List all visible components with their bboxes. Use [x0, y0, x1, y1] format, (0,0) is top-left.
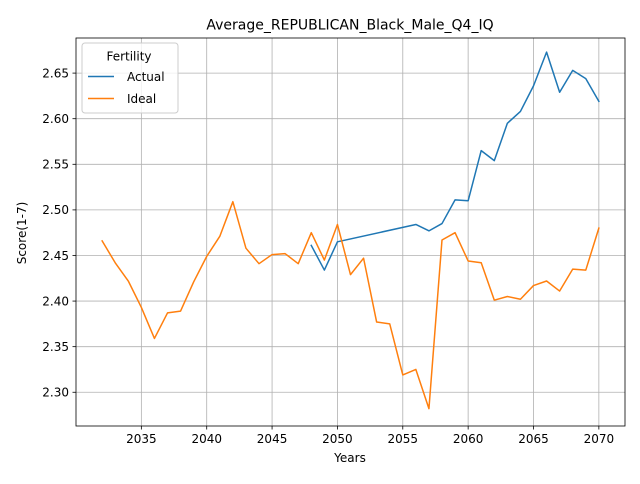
- y-tick-label: 2.50: [42, 203, 69, 217]
- chart-title: Average_REPUBLICAN_Black_Male_Q4_IQ: [206, 18, 493, 34]
- series-line-actual: [310, 51, 600, 271]
- legend-title: Fertility: [106, 50, 151, 64]
- x-tick-label: 2070: [584, 432, 615, 446]
- y-tick-label: 2.65: [42, 66, 69, 80]
- legend: Fertility Actual Ideal: [81, 42, 179, 114]
- y-tick-label: 2.30: [42, 386, 69, 400]
- y-tick-label: 2.35: [42, 340, 69, 354]
- legend-label-actual: Actual: [127, 70, 165, 84]
- y-axis-label: Score(1-7): [15, 202, 29, 265]
- y-axis-ticks: 2.30 2.35 2.40 2.45 2.50 2.55 2.60 2.65: [42, 66, 76, 400]
- x-axis-label: Years: [333, 451, 366, 465]
- x-tick-label: 2040: [191, 432, 222, 446]
- grid: [76, 38, 625, 426]
- x-tick-label: 2060: [453, 432, 484, 446]
- series-lines: [101, 51, 600, 410]
- x-tick-label: 2045: [257, 432, 288, 446]
- legend-box: [81, 42, 179, 114]
- series-line-ideal: [101, 200, 600, 410]
- legend-label-ideal: Ideal: [127, 92, 156, 106]
- y-tick-label: 2.60: [42, 112, 69, 126]
- x-axis-ticks: 2035 2040 2045 2050 2055 2060 2065 2070: [126, 426, 614, 446]
- x-tick-label: 2055: [388, 432, 419, 446]
- x-tick-label: 2050: [322, 432, 353, 446]
- y-tick-label: 2.40: [42, 294, 69, 308]
- y-tick-label: 2.45: [42, 249, 69, 263]
- x-tick-label: 2065: [518, 432, 549, 446]
- y-tick-label: 2.55: [42, 158, 69, 172]
- x-tick-label: 2035: [126, 432, 157, 446]
- plot-frame: [75, 37, 626, 427]
